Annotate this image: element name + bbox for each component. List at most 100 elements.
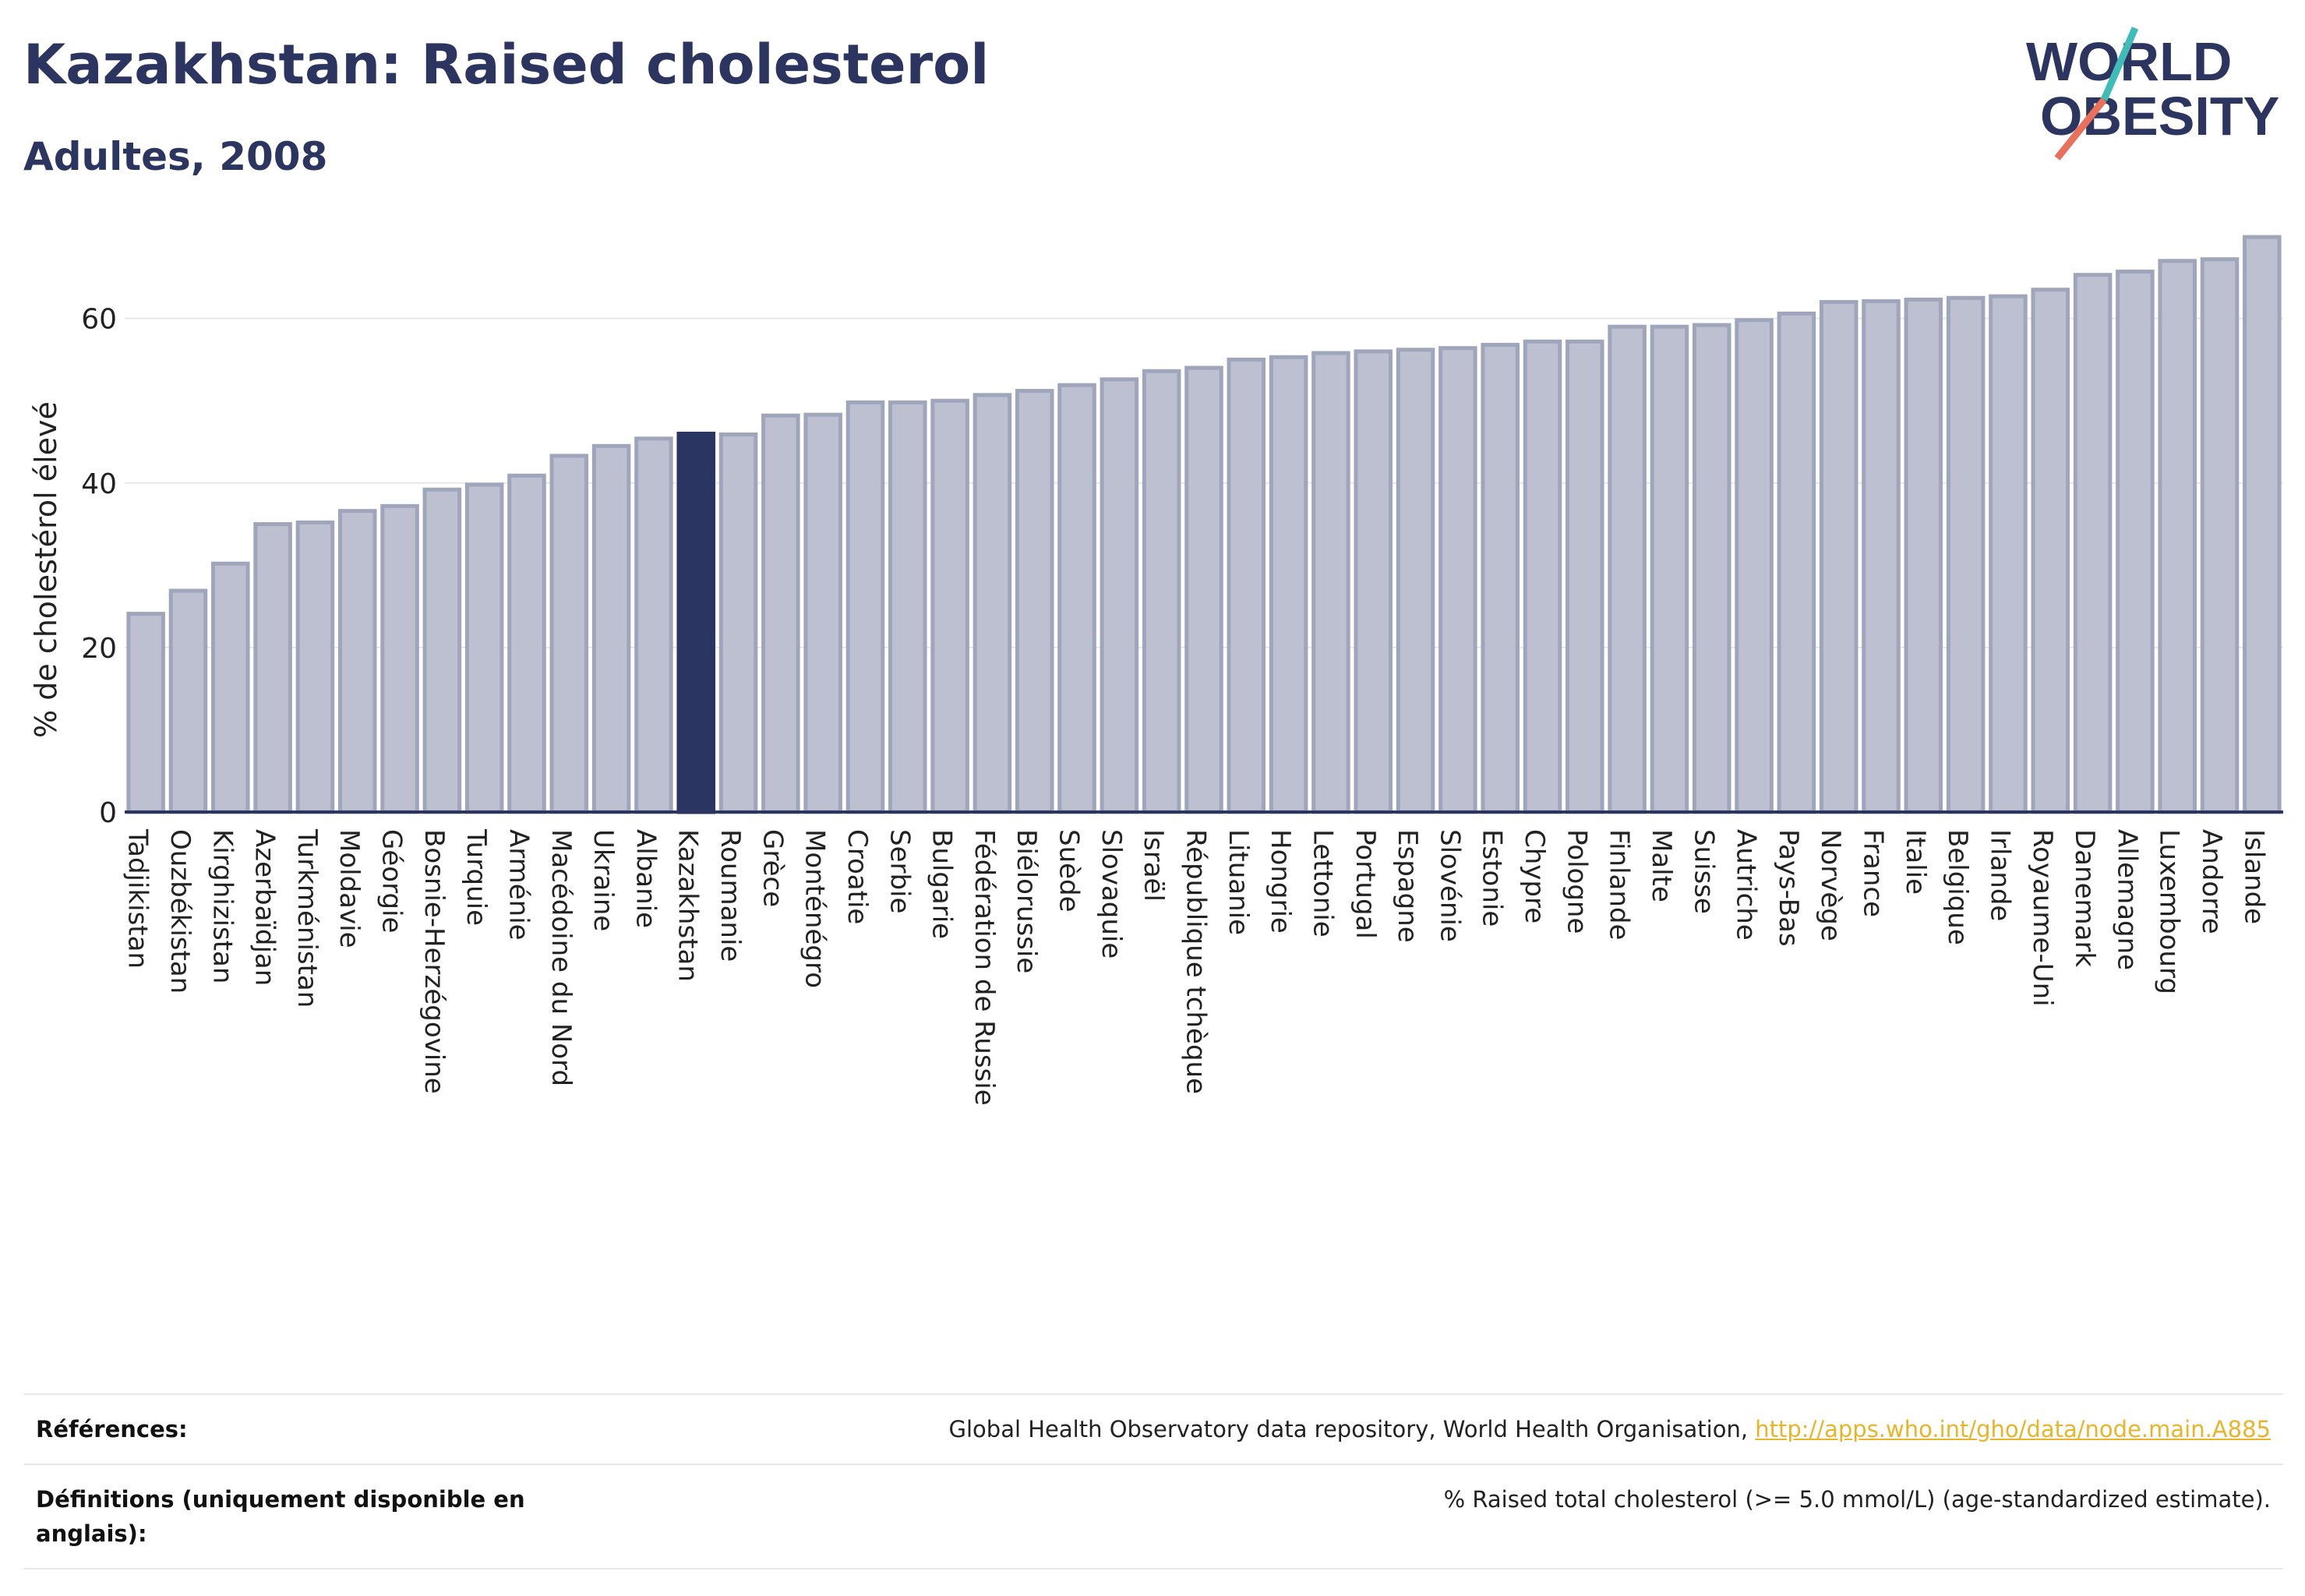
y-tick-label: 0: [99, 797, 117, 829]
x-tick-label: Pays-Bas: [1773, 829, 1804, 947]
bar-luxembourg: [2158, 259, 2197, 814]
bar-serbie: [888, 400, 927, 814]
x-tick-label: France: [1858, 829, 1889, 917]
x-tick-label: Macédoine du Nord: [545, 829, 577, 1086]
x-tick-label: Allemagne: [2111, 829, 2142, 970]
references-label: Références:: [36, 1416, 188, 1442]
bar-lettonie: [1311, 351, 1350, 814]
y-axis-label: % de cholestérol élevé: [29, 401, 63, 738]
x-tick-label: Ouzbékistan: [164, 829, 196, 994]
bars: [126, 235, 2282, 814]
bar-isra-l: [1142, 369, 1181, 814]
x-tick-label: Moldavie: [334, 829, 365, 948]
x-tick-label: Kirghizistan: [206, 829, 238, 983]
y-tick-label: 20: [81, 633, 117, 665]
x-tick-label: Ukraine: [588, 829, 619, 931]
x-tick-label: Danemark: [2069, 829, 2100, 967]
x-tick-label: Géorgie: [376, 829, 408, 933]
definitions-label: Définitions (uniquement disponible en an…: [36, 1486, 525, 1547]
x-tick-label: Estonie: [1477, 829, 1508, 927]
bar-portugal: [1354, 349, 1393, 814]
x-tick-label: Chypre: [1519, 829, 1550, 923]
bar-mont-n-gro: [803, 412, 842, 814]
references-table: Références: Global Health Observatory da…: [23, 1393, 2283, 1570]
references-text: Global Health Observatory data repositor…: [948, 1416, 1756, 1442]
bar-estonie: [1481, 342, 1520, 814]
bar-belgique: [1946, 295, 1986, 814]
definitions-row: Définitions (uniquement disponible en an…: [23, 1464, 2283, 1570]
logo-slash-coral: [2054, 97, 2107, 161]
x-tick-label: Roumanie: [715, 829, 746, 962]
chart-subtitle: Adultes, 2008: [23, 134, 328, 179]
y-tick-labels: 0 20 40 60: [81, 304, 117, 829]
bar-f-d-ration-de-russie: [972, 393, 1012, 814]
x-tick-label: Norvège: [1815, 829, 1846, 941]
bar-finlande: [1608, 324, 1647, 814]
references-link[interactable]: http://apps.who.int/gho/data/node.main.A…: [1755, 1416, 2271, 1442]
logo-slash-teal: [2100, 26, 2139, 101]
x-tick-label: Belgique: [1942, 829, 1973, 945]
bar-lituanie: [1227, 357, 1266, 814]
x-tick-label: Malte: [1646, 829, 1677, 902]
bar-allemagne: [2116, 270, 2155, 814]
x-tick-label: Bulgarie: [927, 829, 958, 939]
x-tick-label: Portugal: [1350, 829, 1381, 939]
bar-bulgarie: [930, 398, 969, 814]
x-tick-label: Slovaquie: [1096, 829, 1127, 959]
x-tick-label: Tadjikistan: [122, 828, 154, 969]
logo-line-2: OBESITY: [2040, 86, 2279, 147]
bar-roumanie: [718, 433, 758, 814]
x-tick-label: Suisse: [1688, 829, 1719, 914]
bar-andorre: [2200, 257, 2240, 814]
x-tick-label: Irlande: [1984, 829, 2015, 921]
bar-bi-lorussie: [1015, 389, 1054, 814]
bar-slov-nie: [1438, 346, 1477, 814]
x-tick-label: Italie: [1900, 829, 1931, 895]
x-tick-label: Albanie: [630, 829, 661, 928]
x-tick-label: Royaume-Uni: [2027, 829, 2058, 1007]
bar-chart: 0 20 40 60 Tadjikistan Ouzbékistan Kirghizist…: [29, 235, 2283, 1106]
world-obesity-logo: WORLD OBESITY: [2026, 26, 2279, 161]
definitions-value: % Raised total cholesterol (>= 5.0 mmol/…: [1443, 1486, 2271, 1513]
bar-hongrie: [1269, 355, 1308, 814]
bar-royaume-uni: [2031, 288, 2070, 814]
bar-irlande: [1989, 294, 2028, 814]
chart-title: Kazakhstan: Raised cholesterol: [23, 33, 990, 97]
x-tick-labels: Tadjikistan Ouzbékistan Kirghizistan Azerba…: [122, 828, 2270, 1106]
x-tick-label: Espagne: [1392, 829, 1423, 943]
bar-azerba-djan: [253, 522, 292, 814]
bar-tadjikistan: [126, 612, 165, 814]
bar-slovaquie: [1100, 377, 1139, 814]
x-tick-label: Fédération de Russie: [969, 829, 1000, 1106]
x-tick-label: Luxembourg: [2154, 829, 2185, 994]
references-row: Références: Global Health Observatory da…: [23, 1393, 2283, 1464]
x-tick-label: Croatie: [842, 829, 873, 924]
x-tick-label: Lettonie: [1307, 829, 1338, 937]
bar-malte: [1650, 324, 1689, 814]
bar-islande: [2243, 235, 2282, 814]
bar-kazakhstan: [676, 431, 716, 814]
x-tick-label: Autriche: [1731, 829, 1762, 941]
references-value: Global Health Observatory data repositor…: [949, 1412, 2271, 1446]
bar-turquie: [464, 482, 504, 814]
bar-kirghizistan: [211, 561, 250, 814]
bar-autriche: [1735, 318, 1774, 814]
x-tick-label: Pologne: [1561, 829, 1592, 934]
bar-france: [1862, 299, 1901, 814]
y-tick-label: 40: [81, 468, 117, 500]
bar-pologne: [1565, 339, 1604, 814]
bar-moldavie: [337, 509, 377, 814]
bar-r-publique-tch-que: [1184, 365, 1223, 814]
x-tick-label: Turquie: [461, 828, 492, 926]
x-tick-label: Biélorussie: [1011, 829, 1042, 973]
bar-g-orgie: [380, 503, 419, 814]
bar-bosnie-herz-govine: [422, 487, 462, 814]
bar-albanie: [634, 436, 673, 814]
x-tick-label: Israël: [1138, 829, 1169, 902]
bar-ukraine: [591, 443, 631, 814]
x-tick-label: Monténégro: [800, 829, 831, 988]
x-tick-label: Islande: [2238, 829, 2269, 924]
x-tick-label: Slovénie: [1434, 829, 1465, 942]
bar-italie: [1904, 297, 1943, 814]
x-tick-label: Azerbaïdjan: [249, 829, 281, 986]
